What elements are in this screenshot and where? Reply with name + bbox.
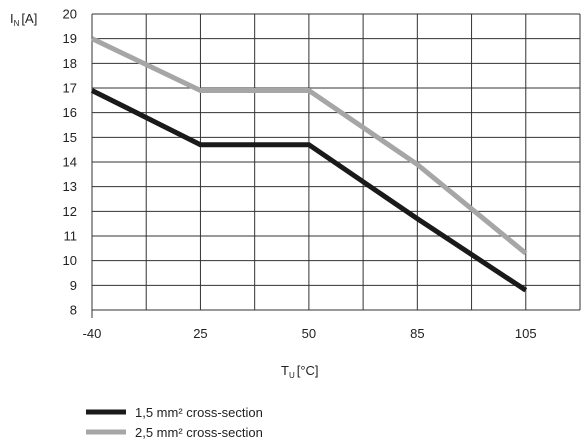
y-tick-label: 16: [63, 105, 77, 120]
y-axis-ticks: 8 9 10 11 12 13 14 15 16 17 18 19 20: [63, 7, 77, 318]
x-axis-title: TU [°C]: [281, 363, 319, 380]
y-tick-label: 15: [63, 130, 77, 145]
x-tick-label: 50: [302, 326, 316, 341]
y-tick-label: 20: [63, 7, 77, 22]
series-line-1: [90, 88, 528, 293]
y-tick-label: 9: [70, 278, 77, 293]
y-tick-label: 13: [63, 179, 77, 194]
gridlines: [91, 13, 581, 318]
y-axis-title: IN [A]: [10, 11, 37, 28]
legend-label-series-2: 2,5 mm² cross-section: [135, 425, 263, 440]
x-tick-label: 25: [193, 326, 207, 341]
legend: 1,5 mm² cross-section 2,5 mm² cross-sect…: [86, 405, 263, 440]
y-tick-label: 18: [63, 56, 77, 71]
y-tick-label: 14: [63, 155, 77, 170]
y-tick-label: 12: [63, 204, 77, 219]
y-tick-label: 11: [64, 229, 78, 244]
y-tick-label: 17: [63, 81, 77, 96]
y-tick-label: 19: [63, 31, 77, 46]
series-line-2: [90, 36, 528, 256]
legend-label-series-1: 1,5 mm² cross-section: [135, 405, 263, 420]
series-lines: [90, 36, 528, 293]
x-tick-label: 105: [515, 326, 537, 341]
x-tick-label: -40: [83, 326, 102, 341]
x-tick-label: 85: [410, 326, 424, 341]
y-tick-label: 8: [70, 303, 77, 318]
x-axis-ticks: -40 25 50 85 105: [83, 326, 537, 341]
y-tick-label: 10: [63, 253, 77, 268]
